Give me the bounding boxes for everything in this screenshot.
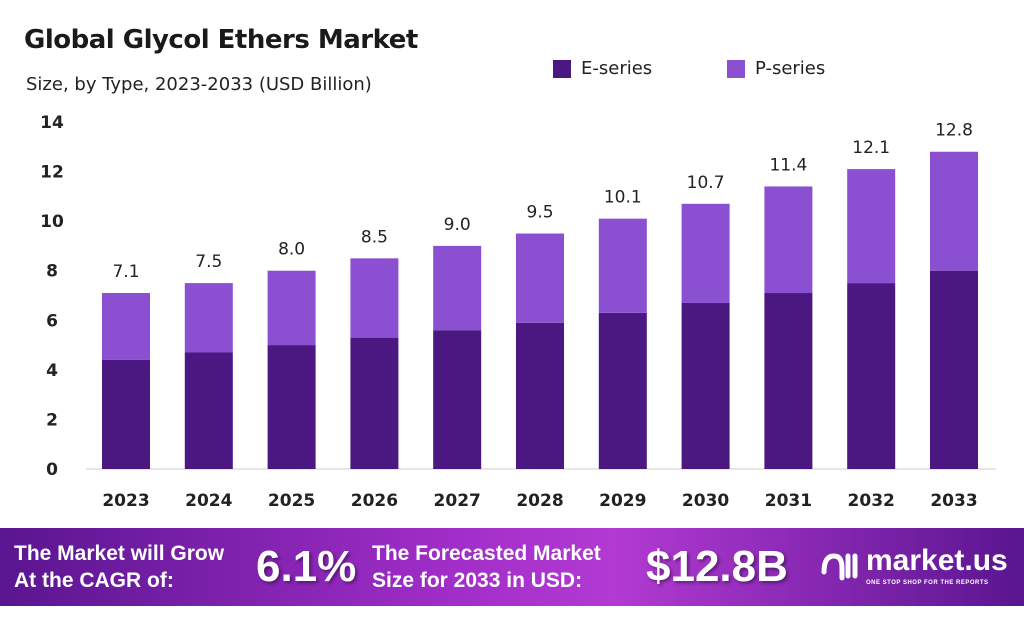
y-tick-label: 2	[46, 410, 58, 430]
bar-p-series-2033	[930, 151, 978, 271]
legend-label-e: E-series	[581, 58, 653, 79]
cagr-label-line1: The Market will Grow	[14, 542, 225, 565]
bar-p-series-2029	[598, 218, 647, 313]
logo-icon	[821, 552, 858, 580]
y-tick-label: 10	[40, 212, 64, 232]
cagr-label: The Market will Grow At the CAGR of:	[14, 540, 224, 594]
data-label-2028: 9.5	[526, 203, 553, 223]
market-us-logo: market.us ONE STOP SHOP FOR THE REPORTS	[820, 544, 1008, 587]
x-tick-label: 2030	[682, 491, 729, 511]
bar-p-series-2025	[267, 270, 316, 346]
bar-e-series-2026	[350, 337, 399, 469]
cagr-label-line2: At the CAGR of:	[14, 569, 174, 592]
forecast-value: $12.8B	[646, 542, 788, 591]
x-tick-label: 2028	[516, 491, 563, 511]
y-tick-label: 4	[46, 361, 58, 381]
footer-banner: The Market will Grow At the CAGR of: 6.1%…	[0, 528, 1024, 606]
chart-title: Global Glycol Ethers Market	[24, 25, 418, 55]
bar-p-series-2024	[184, 283, 233, 353]
y-tick-label: 14	[40, 113, 64, 133]
legend-label-p: P-series	[755, 58, 826, 79]
bar-e-series-2030	[681, 302, 730, 469]
bar-e-series-2029	[598, 312, 647, 469]
bar-chart: 0 2 4 6 8 10 12 14 7.1 2023 7.5 2024 8.0 2025 8.5 2026 9…	[40, 113, 996, 511]
bar-p-series-2023	[102, 293, 150, 360]
data-label-2024: 7.5	[195, 252, 222, 272]
legend-e-series: E-series	[553, 58, 652, 80]
y-tick-label: 8	[46, 262, 58, 282]
y-tick-label: 6	[46, 311, 58, 331]
bar-p-series-2027	[433, 245, 482, 331]
legend-swatch-p	[727, 60, 745, 78]
logo-text: market.us	[866, 544, 1008, 577]
logo-tagline: ONE STOP SHOP FOR THE REPORTS	[866, 580, 989, 586]
bar-e-series-2025	[267, 345, 316, 469]
forecast-label-line2: Size for 2033 in USD:	[372, 569, 583, 592]
x-tick-label: 2026	[351, 491, 398, 511]
y-tick-label: 0	[46, 460, 58, 480]
cagr-value: 6.1%	[256, 542, 357, 591]
legend-swatch-e	[553, 60, 571, 78]
data-label-2032: 12.1	[852, 138, 890, 158]
x-tick-label: 2031	[765, 491, 812, 511]
bar-e-series-2032	[847, 283, 896, 469]
data-label-2030: 10.7	[687, 173, 725, 193]
bar-e-series-2023	[102, 359, 150, 469]
bar-p-series-2031	[764, 186, 813, 294]
x-tick-label: 2032	[848, 491, 895, 511]
chart-subtitle: Size, by Type, 2023-2033 (USD Billion)	[26, 74, 372, 95]
x-tick-label: 2029	[599, 491, 646, 511]
x-tick-label: 2025	[268, 491, 315, 511]
legend-p-series: P-series	[727, 58, 825, 80]
bar-p-series-2028	[516, 233, 564, 323]
x-tick-label: 2027	[434, 491, 481, 511]
bar-e-series-2028	[516, 322, 564, 469]
bar-p-series-2030	[681, 203, 730, 303]
x-tick-label: 2033	[930, 491, 977, 511]
y-tick-label: 12	[40, 163, 64, 183]
bar-e-series-2031	[764, 293, 813, 469]
data-label-2031: 11.4	[769, 155, 807, 175]
data-label-2029: 10.1	[604, 188, 642, 208]
data-label-2023: 7.1	[112, 262, 139, 282]
forecast-label: The Forecasted Market Size for 2033 in US…	[372, 540, 601, 594]
bar-e-series-2024	[184, 352, 233, 469]
bar-p-series-2026	[350, 258, 399, 338]
data-label-2033: 12.8	[935, 121, 973, 141]
bar-e-series-2033	[930, 270, 978, 469]
data-label-2026: 8.5	[361, 227, 388, 247]
x-tick-label: 2024	[185, 491, 232, 511]
x-tick-label: 2023	[102, 491, 149, 511]
forecast-label-line1: The Forecasted Market	[372, 542, 601, 565]
data-label-2025: 8.0	[278, 240, 305, 260]
data-label-2027: 9.0	[444, 215, 471, 235]
bar-p-series-2032	[847, 169, 896, 284]
bar-e-series-2027	[433, 330, 482, 469]
